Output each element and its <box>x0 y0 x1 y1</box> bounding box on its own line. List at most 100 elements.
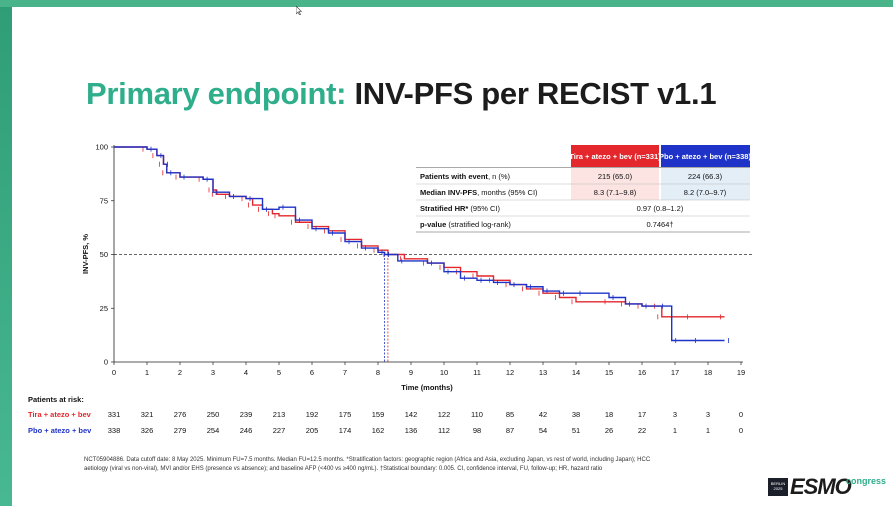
y-axis-label: INV-PFS, % <box>81 234 90 274</box>
x-tick-label: 17 <box>671 368 679 377</box>
x-tick-label: 6 <box>310 368 314 377</box>
x-tick-label: 15 <box>605 368 613 377</box>
at-risk-value: 254 <box>207 426 220 435</box>
footnote: NCT05904886. Data cutoff date: 8 May 202… <box>84 456 674 474</box>
y-tick-label: 100 <box>95 143 108 152</box>
arm1-header-text: Tira + atezo + bev (n=331) <box>569 152 661 161</box>
top-accent-bar <box>0 0 893 7</box>
title-black-part: INV-PFS per RECIST v1.1 <box>354 76 717 111</box>
x-tick-label: 9 <box>409 368 413 377</box>
at-risk-value: 331 <box>108 410 121 419</box>
at-risk-value: 42 <box>539 410 547 419</box>
presentation-slide <box>12 7 893 506</box>
at-risk-table: Patients at risk: Tira + atezo + bev 331 3… <box>28 395 743 435</box>
at-risk-value: 321 <box>141 410 154 419</box>
x-tick-label: 13 <box>539 368 547 377</box>
at-risk-value: 338 <box>108 426 121 435</box>
at-risk-value: 213 <box>273 410 286 419</box>
row1-arm1-value: 215 (65.0) <box>598 172 633 181</box>
at-risk-value: 0 <box>739 410 743 419</box>
at-risk-value: 174 <box>339 426 352 435</box>
slide-title: Primary endpoint: INV-PFS per RECIST v1.… <box>86 76 717 112</box>
at-risk-value: 250 <box>207 410 220 419</box>
at-risk-value: 112 <box>438 426 450 435</box>
x-tick-label: 5 <box>277 368 281 377</box>
x-tick-label: 11 <box>473 368 481 377</box>
at-risk-value: 279 <box>174 426 187 435</box>
at-risk-value: 326 <box>141 426 154 435</box>
row3-combined-value: 0.97 (0.8–1.2) <box>637 204 684 213</box>
at-risk-value: 110 <box>471 410 483 419</box>
logo-wordmark: ESMO <box>790 474 852 499</box>
y-tick-label: 75 <box>100 196 108 205</box>
row2-arm1-bg <box>571 184 659 200</box>
row2-arm1-value: 8.3 (7.1–9.8) <box>594 188 637 197</box>
summary-table: Tira + atezo + bev (n=331) Pbo + atezo +… <box>416 145 751 233</box>
at-risk-value: 205 <box>306 426 319 435</box>
footnote-text: NCT05904886. Data cutoff date: 8 May 202… <box>84 457 651 472</box>
x-axis-label: Time (months) <box>401 383 453 392</box>
x-tick-label: 2 <box>178 368 182 377</box>
x-tick-label: 3 <box>211 368 215 377</box>
at-risk-value: 192 <box>306 410 319 419</box>
at-risk-value: 22 <box>638 426 646 435</box>
at-risk-value: 239 <box>240 410 253 419</box>
x-tick-label: 18 <box>704 368 712 377</box>
at-risk-value: 175 <box>339 410 352 419</box>
arm2-header-text: Pbo + atezo + bev (n=338) <box>659 152 751 161</box>
row1-arm2-bg <box>661 168 750 184</box>
row1-arm2-value: 224 (66.3) <box>688 172 723 181</box>
at-risk-value: 98 <box>473 426 481 435</box>
at-risk-value: 3 <box>706 410 710 419</box>
y-tick-label: 25 <box>100 304 108 313</box>
at-risk-title: Patients at risk: <box>28 395 84 404</box>
at-risk-value: 136 <box>405 426 418 435</box>
at-risk-value: 1 <box>673 426 677 435</box>
at-risk-value: 0 <box>739 426 743 435</box>
x-tick-label: 0 <box>112 368 116 377</box>
row1-label: Patients with event, n (%) <box>420 172 511 181</box>
at-risk-value: 1 <box>706 426 710 435</box>
row4-combined-value: 0.7464† <box>646 220 673 229</box>
at-risk-value: 54 <box>539 426 547 435</box>
at-risk-value: 122 <box>438 410 451 419</box>
left-accent-bar <box>0 7 12 506</box>
at-risk-value: 85 <box>506 410 514 419</box>
x-tick-label: 7 <box>343 368 347 377</box>
chart-curves <box>114 146 729 362</box>
x-tick-label: 1 <box>145 368 149 377</box>
at-risk-value: 3 <box>673 410 677 419</box>
at-risk-row-label: Pbo + atezo + bev <box>28 426 92 435</box>
row2-label: Median INV-PFS, months (95% CI) <box>420 188 538 197</box>
logo-congress: congress <box>846 476 887 486</box>
row3-label: Stratified HR* (95% CI) <box>420 204 501 213</box>
at-risk-value: 142 <box>405 410 418 419</box>
x-tick-label: 12 <box>506 368 514 377</box>
x-tick-label: 14 <box>572 368 580 377</box>
row1-arm1-bg <box>571 168 659 184</box>
km-curve-series-2 <box>114 146 725 342</box>
row2-arm2-bg <box>661 184 750 200</box>
row2-arm2-value: 8.2 (7.0–9.7) <box>684 188 727 197</box>
at-risk-value: 51 <box>572 426 580 435</box>
x-tick-label: 19 <box>737 368 745 377</box>
at-risk-value: 227 <box>273 426 286 435</box>
y-tick-label: 0 <box>104 358 108 367</box>
at-risk-value: 162 <box>372 426 385 435</box>
at-risk-value: 38 <box>572 410 580 419</box>
row4-label: p-value (stratified log-rank) <box>420 220 511 229</box>
at-risk-value: 246 <box>240 426 253 435</box>
at-risk-value: 26 <box>605 426 613 435</box>
x-tick-label: 8 <box>376 368 380 377</box>
at-risk-row-label: Tira + atezo + bev <box>28 410 92 419</box>
logo-box: BERLIN 2025 <box>768 478 788 496</box>
esmo-logo: BERLIN 2025 ESMO congress <box>768 474 888 502</box>
at-risk-value: 18 <box>605 410 613 419</box>
x-tick-label: 4 <box>244 368 248 377</box>
title-green-part: Primary endpoint: <box>86 76 347 111</box>
x-tick-label: 10 <box>440 368 448 377</box>
at-risk-value: 17 <box>638 410 646 419</box>
